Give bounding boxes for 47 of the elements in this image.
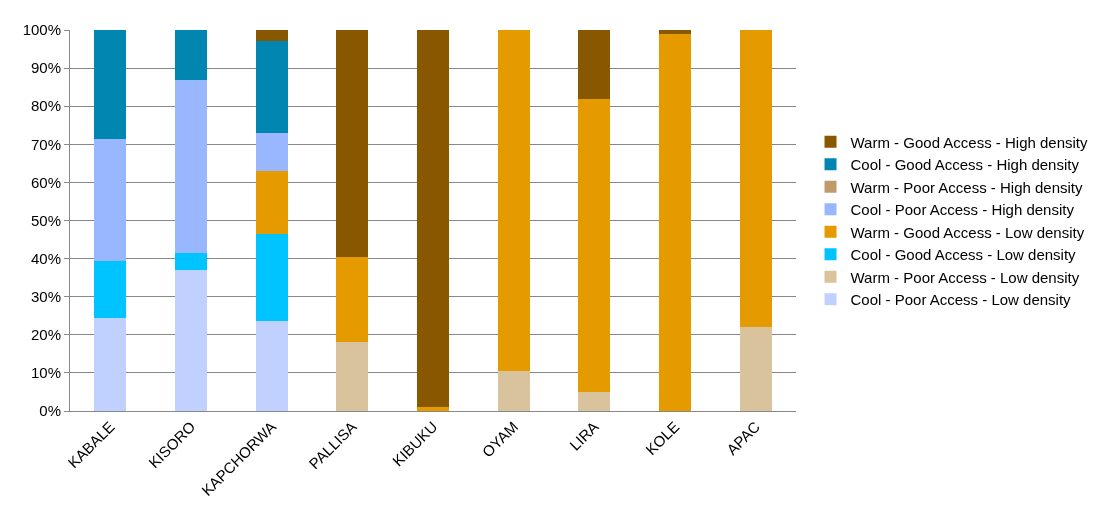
- legend-label: Warm - Good Access - High density: [850, 133, 1089, 151]
- y-tick-label: 80%: [30, 97, 61, 115]
- bar: [255, 30, 288, 42]
- bar: [174, 270, 208, 411]
- y-tick-label: 90%: [30, 59, 61, 77]
- legend-label: Warm - Poor Access - High density: [850, 178, 1084, 196]
- bar: [94, 30, 127, 139]
- bar: [94, 317, 127, 411]
- legend-label: Cool - Good Access - High density: [850, 156, 1080, 174]
- bar: [94, 260, 127, 318]
- bar: [255, 41, 288, 133]
- bar: [658, 33, 692, 411]
- bar: [658, 30, 692, 34]
- y-tick-label: 60%: [30, 173, 61, 191]
- bar: [336, 256, 369, 343]
- bar: [578, 98, 611, 392]
- legend-label: Cool - Good Access - Low density: [850, 246, 1077, 264]
- bar: [94, 138, 127, 261]
- y-tick-label: 0%: [39, 402, 61, 420]
- y-tick-label: 30%: [30, 287, 61, 305]
- bar: [416, 407, 450, 411]
- legend-label: Warm - Poor Access - Low density: [850, 268, 1080, 286]
- y-tick-label: 20%: [30, 326, 61, 344]
- bar: [497, 371, 530, 411]
- bar: [336, 30, 369, 257]
- bar: [255, 233, 288, 322]
- bar: [416, 30, 450, 408]
- bar: [255, 321, 288, 411]
- y-tick-label: 40%: [30, 249, 61, 267]
- bar: [578, 30, 611, 99]
- bar: [739, 327, 772, 411]
- bar: [336, 342, 369, 411]
- y-tick-label: 100%: [22, 21, 61, 39]
- bar: [174, 30, 208, 80]
- bar: [255, 170, 288, 234]
- bar: [174, 252, 208, 271]
- bar: [739, 30, 772, 328]
- bar: [174, 79, 208, 253]
- legend-label: Warm - Good Access - Low density: [850, 223, 1085, 241]
- y-tick-label: 70%: [30, 135, 61, 153]
- y-tick-label: 10%: [30, 364, 61, 382]
- legend-label: Cool - Poor Access - Low density: [850, 291, 1072, 309]
- y-tick-label: 50%: [30, 211, 61, 229]
- bar: [578, 391, 611, 411]
- bar: [255, 132, 288, 171]
- legend-label: Cool - Poor Access - High density: [850, 201, 1075, 219]
- bar: [497, 30, 530, 371]
